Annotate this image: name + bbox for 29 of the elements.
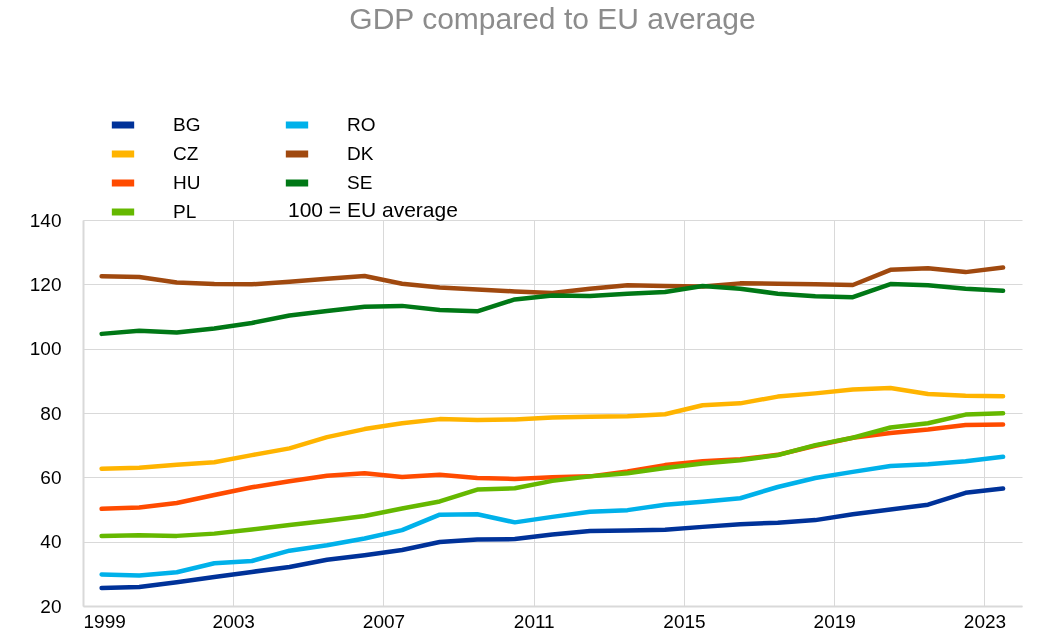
line-series: [99, 486, 1006, 591]
x-tick-label: 2011: [513, 610, 555, 632]
x-tick-label: 2007: [362, 610, 406, 632]
legend-label: SE: [347, 172, 373, 193]
x-tick-label: 2019: [813, 610, 856, 632]
annotation: 100 = EU average: [288, 198, 458, 221]
x-tick-label: 2023: [963, 610, 1007, 632]
y-tick-label: 40: [40, 531, 62, 553]
x-tick-label: 2003: [212, 610, 255, 632]
line-series: [99, 411, 1006, 539]
y-tick-label: 140: [29, 209, 62, 231]
line-series: [99, 385, 1006, 471]
legend-label: HU: [173, 172, 201, 193]
line-series: [99, 281, 1006, 337]
y-tick-label: 60: [40, 466, 62, 488]
x-tick-label: 2015: [663, 610, 706, 632]
legend-label: BG: [173, 114, 201, 135]
legend-label: PL: [173, 201, 197, 222]
y-tick-label: 120: [29, 273, 62, 295]
x-tick-label: 1999: [83, 610, 126, 632]
legend-label: CZ: [173, 143, 199, 164]
legend-label: RO: [347, 114, 376, 135]
chart-title: GDP compared to EU average: [349, 2, 756, 35]
y-tick-label: 100: [29, 338, 62, 360]
y-tick-label: 20: [40, 595, 62, 617]
y-tick-label: 80: [40, 402, 62, 424]
line-series: [99, 454, 1006, 578]
line-series: [99, 265, 1006, 296]
legend-label: DK: [347, 143, 374, 164]
